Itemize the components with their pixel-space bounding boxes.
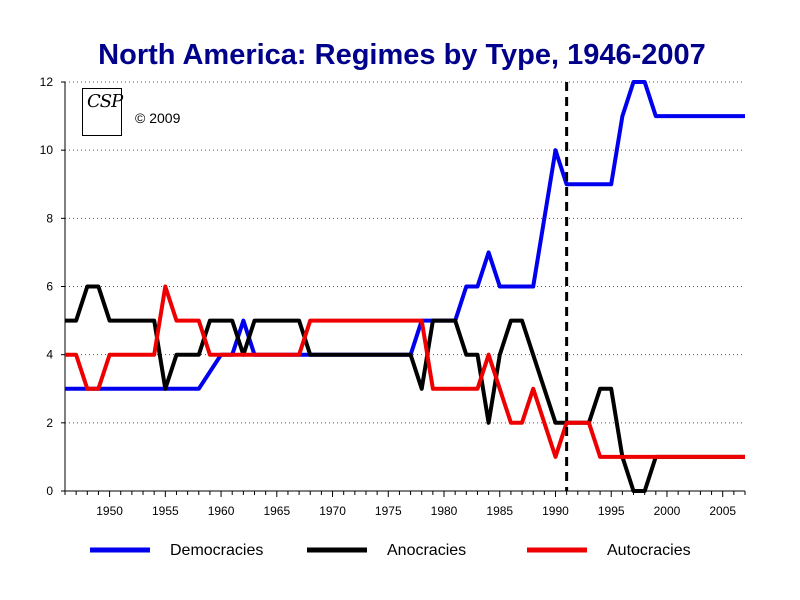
x-tick-label-1990: 1990 (542, 504, 569, 518)
legend-label-anocracies: Anocracies (387, 542, 466, 559)
x-tick-label-1995: 1995 (598, 504, 625, 518)
series-line-democracies (65, 80, 745, 391)
series-line-autocracies (65, 284, 745, 459)
chart-title: North America: Regimes by Type, 1946-200… (98, 39, 706, 71)
legend: Democracies Anocracies Autocracies (90, 542, 691, 559)
grid (65, 81, 745, 424)
x-tick-label-1985: 1985 (486, 504, 513, 518)
x-tick-label-1980: 1980 (431, 504, 458, 518)
x-tick-label-1965: 1965 (263, 504, 290, 518)
x-tick-label-2005: 2005 (709, 504, 736, 518)
x-tick-label-1955: 1955 (152, 504, 179, 518)
x-tick-label-2000: 2000 (654, 504, 681, 518)
y-tick-label-8: 8 (46, 211, 53, 225)
legend-label-autocracies: Autocracies (607, 542, 691, 559)
x-tick-label-1950: 1950 (96, 504, 123, 518)
y-tick-labels: 0 2 4 6 8 10 12 (40, 75, 54, 498)
x-tick-labels: 1950 1955 1960 1965 1970 1975 1980 1985 1990 1995… (96, 504, 736, 518)
series-lines (65, 80, 745, 493)
y-tick-label-10: 10 (40, 143, 54, 157)
y-tick-label-2: 2 (46, 416, 53, 430)
copyright-note: © 2009 (135, 110, 181, 126)
logo-mark: CSP (87, 91, 123, 112)
series-line-anocracies (65, 284, 745, 493)
y-tick-label-12: 12 (40, 75, 54, 89)
x-tick-label-1970: 1970 (319, 504, 346, 518)
csp-logo: CSP (82, 88, 123, 136)
y-tick-label-4: 4 (46, 348, 53, 362)
x-tick-label-1975: 1975 (375, 504, 402, 518)
x-tick-label-1960: 1960 (208, 504, 235, 518)
y-tick-label-0: 0 (46, 484, 53, 498)
legend-label-democracies: Democracies (170, 542, 263, 559)
y-tick-label-6: 6 (46, 280, 53, 294)
